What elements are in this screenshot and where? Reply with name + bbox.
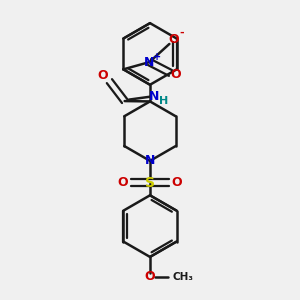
- Text: S: S: [145, 176, 155, 190]
- Text: +: +: [153, 52, 161, 62]
- Text: O: O: [98, 69, 108, 82]
- Text: O: O: [145, 270, 155, 284]
- Text: CH₃: CH₃: [172, 272, 194, 282]
- Text: H: H: [159, 96, 168, 106]
- Text: O: O: [172, 176, 182, 189]
- Text: -: -: [180, 27, 184, 38]
- Text: N: N: [148, 90, 159, 103]
- Text: N: N: [145, 154, 155, 167]
- Text: O: O: [118, 176, 128, 189]
- Text: N: N: [144, 56, 154, 69]
- Text: O: O: [171, 68, 181, 81]
- Text: O: O: [168, 33, 179, 46]
